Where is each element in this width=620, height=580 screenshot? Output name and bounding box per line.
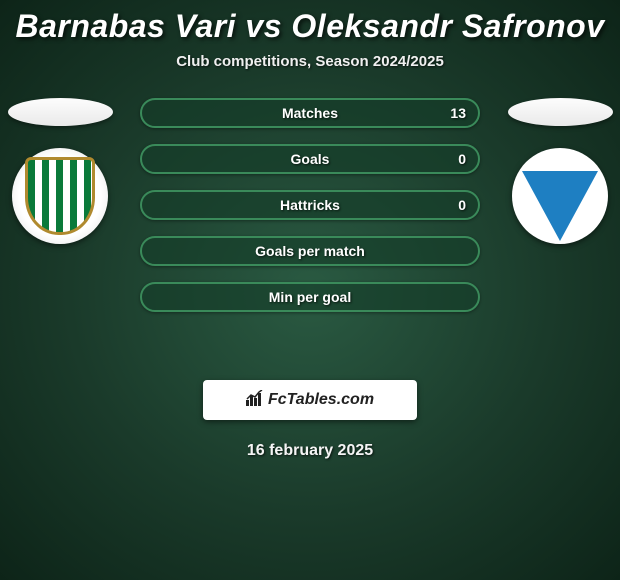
stat-right-value: 13 bbox=[450, 105, 466, 121]
subtitle: Club competitions, Season 2024/2025 bbox=[0, 53, 620, 70]
stat-right-value: 0 bbox=[458, 151, 466, 167]
stat-label: Goals bbox=[291, 151, 330, 167]
player-right-placeholder bbox=[508, 98, 613, 126]
stat-label: Goals per match bbox=[255, 243, 365, 259]
stat-label: Hattricks bbox=[280, 197, 340, 213]
player-left-placeholder bbox=[8, 98, 113, 126]
comparison-panel: Matches 13 Goals 0 Hattricks 0 Goals per… bbox=[0, 98, 620, 358]
stat-label: Matches bbox=[282, 105, 338, 121]
club-badge-right bbox=[512, 148, 608, 244]
zte-triangle-icon bbox=[522, 171, 598, 241]
stat-row-hattricks: Hattricks 0 bbox=[140, 190, 480, 220]
stats-list: Matches 13 Goals 0 Hattricks 0 Goals per… bbox=[140, 98, 480, 312]
ferencvaros-shield-icon bbox=[25, 157, 95, 235]
club-badge-left bbox=[12, 148, 108, 244]
page-title: Barnabas Vari vs Oleksandr Safronov bbox=[0, 0, 620, 45]
stat-label: Min per goal bbox=[269, 289, 351, 305]
stat-right-value: 0 bbox=[458, 197, 466, 213]
stat-row-matches: Matches 13 bbox=[140, 98, 480, 128]
player-right-column bbox=[500, 98, 620, 244]
brand-badge[interactable]: FcTables.com bbox=[203, 380, 417, 420]
stat-row-goals-per-match: Goals per match bbox=[140, 236, 480, 266]
stat-row-goals: Goals 0 bbox=[140, 144, 480, 174]
stat-row-min-per-goal: Min per goal bbox=[140, 282, 480, 312]
player-left-column bbox=[0, 98, 120, 244]
brand-text: FcTables.com bbox=[268, 391, 374, 409]
chart-icon bbox=[246, 390, 264, 410]
date-label: 16 february 2025 bbox=[0, 442, 620, 460]
